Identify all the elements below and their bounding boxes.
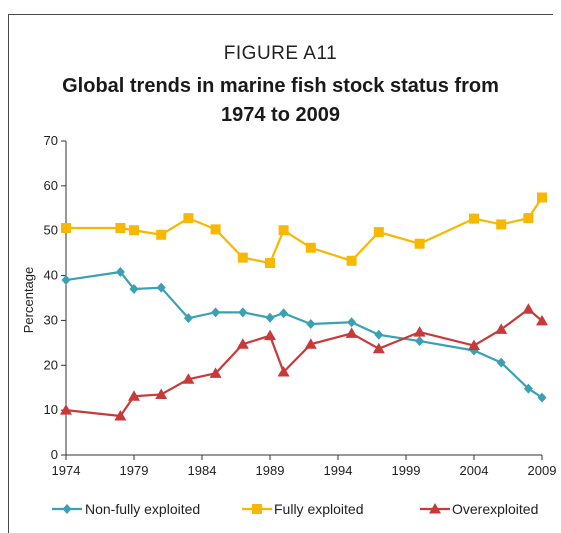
y-tick-label: 40 [44, 268, 58, 283]
y-axis-label: Percentage [21, 267, 36, 334]
data-point [61, 223, 71, 234]
data-point [61, 275, 71, 286]
figure-frame [8, 14, 553, 533]
data-point [496, 357, 506, 368]
x-tick-label: 1979 [120, 463, 149, 478]
data-point [156, 282, 166, 293]
data-point [347, 317, 357, 328]
data-point [468, 339, 480, 351]
data-point [265, 312, 275, 323]
data-point [114, 409, 127, 421]
series-layer [60, 192, 548, 421]
axes: 0 10 20 30 40 50 60 70 1974 1979 1984 1989 1994 1999 2… [21, 133, 556, 478]
data-point [372, 342, 385, 354]
data-point [523, 213, 534, 224]
data-point [278, 225, 289, 236]
data-point [183, 313, 193, 324]
data-point [209, 367, 222, 378]
series-line [65, 270, 543, 399]
x-tick-label: 2009 [528, 463, 557, 478]
data-point [211, 307, 221, 318]
data-point [415, 336, 425, 347]
x-tick-label: 1984 [188, 463, 217, 478]
data-point [279, 308, 289, 319]
data-point [523, 383, 533, 394]
y-tick-label: 30 [44, 312, 58, 327]
data-point [496, 219, 507, 230]
data-point [536, 314, 548, 326]
x-tick-label: 1989 [256, 463, 285, 478]
legend-item: Overexploited [420, 501, 538, 517]
series-fully-exploited [61, 192, 547, 269]
data-point [238, 307, 248, 318]
data-point [155, 388, 168, 399]
data-point [414, 238, 425, 249]
legend-label: Non-fully exploited [85, 501, 200, 517]
data-point [237, 252, 248, 263]
legend-marker [429, 503, 441, 514]
data-point [374, 329, 384, 340]
chart-title-line-2: 1974 to 2009 [221, 104, 340, 126]
legend-marker [252, 504, 262, 514]
y-tick-label: 60 [44, 178, 58, 193]
y-tick-label: 10 [44, 402, 58, 417]
data-point [265, 258, 275, 269]
data-point [210, 224, 221, 235]
data-point [183, 213, 194, 224]
figure-label: FIGURE A11 [223, 43, 338, 64]
y-tick-label: 0 [51, 447, 58, 462]
data-point [469, 213, 479, 224]
data-point [182, 373, 195, 384]
y-tick-label: 20 [44, 357, 58, 372]
legend-marker [62, 504, 72, 514]
data-point [277, 366, 290, 377]
series-non-fully-exploited [61, 266, 547, 403]
data-point [346, 255, 357, 266]
x-tick-label: 1974 [52, 463, 81, 478]
data-point [115, 266, 125, 277]
data-point [522, 303, 535, 314]
data-point [495, 323, 508, 334]
data-point [345, 327, 358, 338]
chart-title-line-1: Global trends in marine fish stock statu… [62, 75, 499, 97]
data-point [264, 329, 276, 341]
legend: Non-fully exploited Fully exploited Overex… [52, 501, 538, 517]
data-point [537, 192, 547, 203]
data-point [115, 223, 126, 234]
data-point [305, 242, 316, 253]
series-overexploited [60, 303, 548, 421]
data-point [306, 319, 316, 330]
data-point [304, 338, 317, 349]
x-tick-label: 2004 [460, 463, 489, 478]
data-point [60, 404, 72, 415]
x-tick-label: 1994 [324, 463, 353, 478]
y-tick-label: 50 [44, 223, 58, 238]
legend-item: Non-fully exploited [52, 501, 200, 517]
data-point [128, 390, 140, 401]
data-point [236, 338, 249, 349]
x-tick-label: 1999 [392, 463, 421, 478]
data-point [129, 284, 139, 295]
data-point [373, 227, 384, 238]
legend-label: Overexploited [452, 501, 538, 517]
data-point [156, 229, 167, 240]
legend-item: Fully exploited [242, 501, 364, 517]
data-point [129, 225, 139, 236]
legend-label: Fully exploited [274, 501, 364, 517]
data-point [413, 326, 426, 337]
y-tick-label: 70 [44, 133, 58, 148]
data-point [537, 392, 547, 403]
